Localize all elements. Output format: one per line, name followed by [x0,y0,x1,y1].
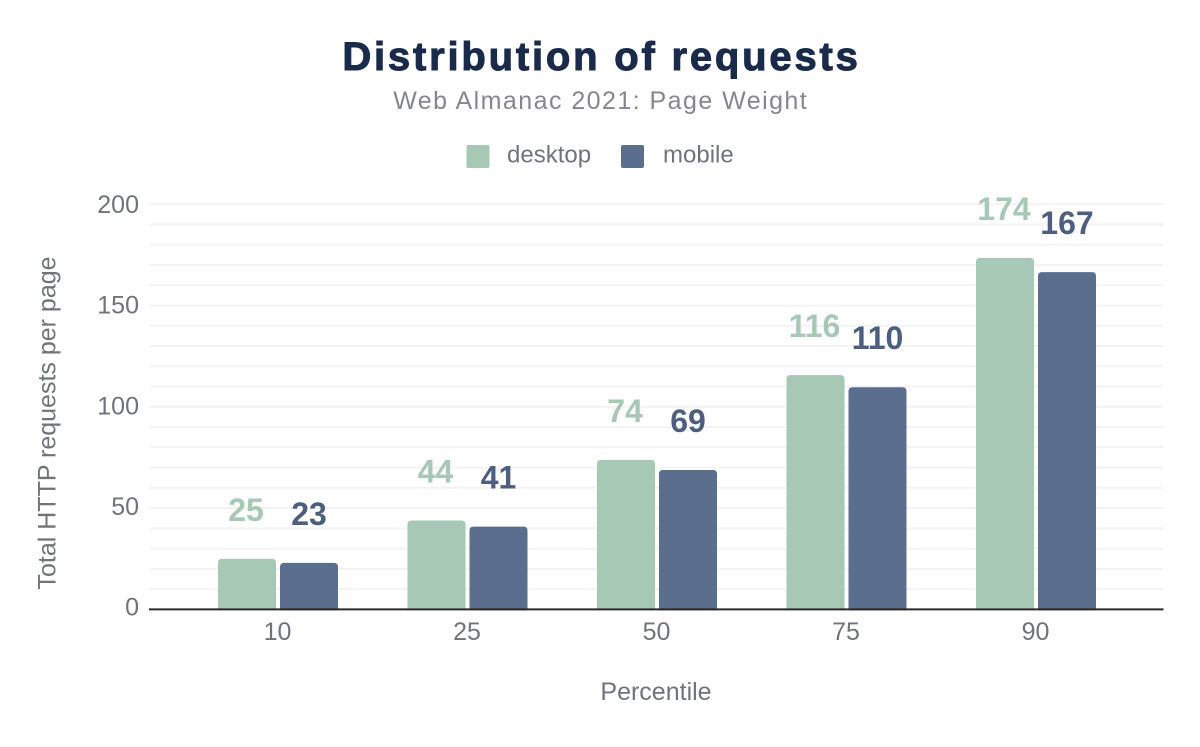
svg-text:10: 10 [264,618,292,646]
svg-text:75: 75 [832,618,860,646]
svg-text:Percentile: Percentile [600,678,711,706]
svg-text:167: 167 [1040,205,1093,241]
svg-text:100: 100 [97,392,139,420]
svg-text:150: 150 [97,292,139,320]
svg-text:50: 50 [643,618,671,646]
svg-text:25: 25 [228,492,264,528]
svg-text:174: 174 [977,191,1031,227]
svg-text:90: 90 [1022,618,1050,646]
svg-text:23: 23 [291,496,327,532]
svg-text:mobile: mobile [663,142,734,169]
svg-text:110: 110 [852,320,904,356]
svg-text:44: 44 [418,454,454,490]
svg-text:0: 0 [125,593,139,621]
svg-text:Distribution of requests: Distribution of requests [342,35,860,79]
svg-text:50: 50 [111,493,139,521]
svg-text:Total HTTP requests per page: Total HTTP requests per page [34,256,62,589]
svg-text:41: 41 [481,460,517,496]
svg-text:200: 200 [97,191,139,219]
svg-text:74: 74 [607,393,643,429]
svg-text:69: 69 [670,403,706,439]
svg-text:116: 116 [789,308,841,344]
svg-text:25: 25 [453,618,481,646]
svg-text:Web Almanac 2021: Page Weight: Web Almanac 2021: Page Weight [393,87,808,115]
svg-text:desktop: desktop [507,142,591,169]
